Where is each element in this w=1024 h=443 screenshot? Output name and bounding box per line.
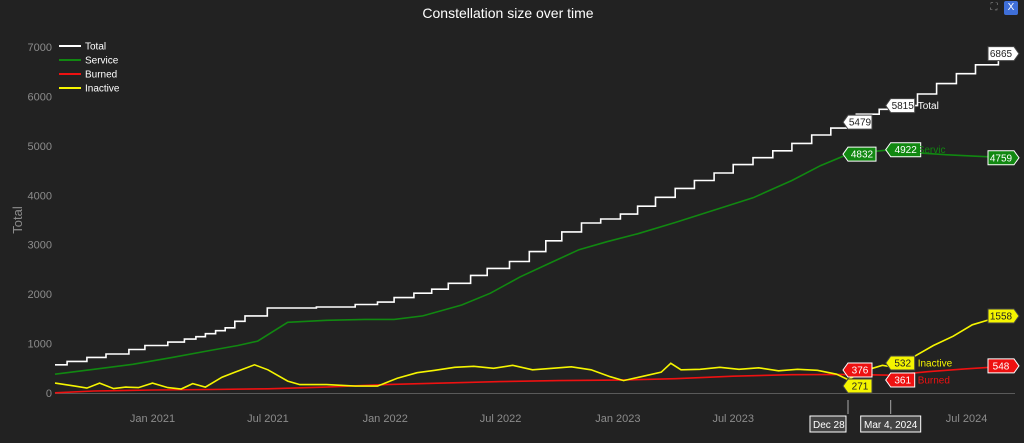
end-label-service: 4759 [987, 150, 1020, 166]
end-label-total: 6865 [987, 46, 1020, 62]
hover-flag-box [987, 308, 1020, 324]
hover-flag-value: 4759 [990, 153, 1013, 164]
hover-flag-value: 6865 [990, 49, 1013, 60]
hover-series-name: Total [918, 101, 939, 112]
hover-date-label: Dec 28, [809, 415, 847, 433]
end-label-burned: 548 [987, 358, 1020, 374]
x-tick-label: Jan 2021 [130, 413, 175, 425]
hover-flag-value: 4832 [851, 150, 874, 161]
hover-flag-value: 361 [894, 376, 911, 387]
hover-flag-value: 532 [894, 359, 911, 370]
hover-date-text: Mar 4, 2024 [864, 420, 918, 431]
hover-flag-total: 5815 [885, 98, 916, 114]
y-tick-label: 0 [46, 388, 52, 400]
end-label-inactive: 1558 [987, 308, 1020, 324]
y-tick-label: 3000 [28, 240, 52, 252]
hover-flag-value: 271 [852, 382, 869, 393]
series-line-service [54, 148, 1012, 375]
hover-flag-value: 548 [993, 361, 1010, 372]
x-tick-label: Jul 2023 [712, 413, 754, 425]
legend[interactable]: Total Service Burned Inactive [59, 42, 120, 95]
series-line-inactive [54, 315, 1012, 390]
hover-date-label: Mar 4, 2024 [860, 415, 922, 433]
x-tick-label: Jan 2022 [363, 413, 408, 425]
hover-flag-burned: 376 [842, 362, 873, 378]
hover-flag-value: 1558 [990, 311, 1013, 322]
hover-labels: 5479 4832 376 271 Dec 28, 5815 4922 361 532 Tota… [809, 98, 953, 433]
hover-flag-total: 5479 [842, 114, 873, 130]
y-tick-label: 7000 [28, 42, 52, 54]
hover-flag-service: 4922 [885, 142, 922, 158]
hover-flag-box [842, 114, 873, 130]
x-axis-ticks: Jan 2021 Jul 2021 Jan 2022 Jul 2022 Jan 2023… [130, 413, 987, 425]
legend-label-burned[interactable]: Burned [85, 70, 117, 81]
legend-label-total[interactable]: Total [85, 42, 106, 53]
chart-title: Constellation size over time [422, 5, 593, 21]
y-tick-label: 4000 [28, 190, 52, 202]
y-axis-ticks: 0 1000 2000 3000 4000 5000 6000 7000 [28, 42, 1015, 400]
hover-flag-box [842, 146, 877, 162]
hover-flag-box [842, 378, 873, 394]
series-line-total [55, 53, 1013, 366]
hover-flag-box [885, 142, 922, 158]
hover-flag-box [885, 355, 916, 371]
x-tick-label: Jul 2022 [480, 413, 522, 425]
y-tick-label: 1000 [28, 339, 52, 351]
close-button[interactable]: X [1004, 1, 1018, 15]
legend-label-inactive[interactable]: Inactive [85, 84, 120, 95]
hover-series-name: Servic [918, 145, 946, 156]
hover-flag-value: 376 [852, 366, 869, 377]
hover-flag-box [885, 98, 916, 114]
hover-flag-box [885, 372, 916, 388]
hover-flag-burned: 361 [885, 372, 916, 388]
hover-flag-value: 4922 [895, 145, 918, 156]
hover-flag-inactive: 532 [885, 355, 916, 371]
hover-date-text: Dec 28, [813, 420, 847, 431]
hover-flag-box [842, 362, 873, 378]
y-tick-label: 6000 [28, 91, 52, 103]
hover-flag-value: 5815 [892, 101, 915, 112]
hover-series-name: Inactive [918, 359, 953, 370]
y-tick-label: 5000 [28, 141, 52, 153]
hover-flag-value: 5479 [849, 118, 872, 129]
end-labels: 6865 4759 548 1558 [987, 46, 1020, 374]
expand-icon[interactable]: ⛶ [990, 2, 998, 13]
hover-flag-box [987, 358, 1020, 374]
series-lines [54, 53, 1013, 394]
hover-flag-inactive: 271 [842, 378, 873, 394]
hover-series-name: Burned [918, 376, 950, 387]
y-tick-label: 2000 [28, 289, 52, 301]
x-tick-label: Jul 2021 [247, 413, 289, 425]
legend-label-service[interactable]: Service [85, 56, 119, 67]
hover-flag-box [987, 46, 1020, 62]
hover-date-box [809, 415, 847, 433]
x-tick-label: Jan 2023 [595, 413, 640, 425]
hover-flag-box [987, 150, 1020, 166]
x-tick-label: Jul 2024 [946, 413, 988, 425]
y-axis-label: Total [10, 206, 25, 234]
hover-flag-service: 4832 [842, 146, 877, 162]
hover-date-box [860, 415, 922, 433]
